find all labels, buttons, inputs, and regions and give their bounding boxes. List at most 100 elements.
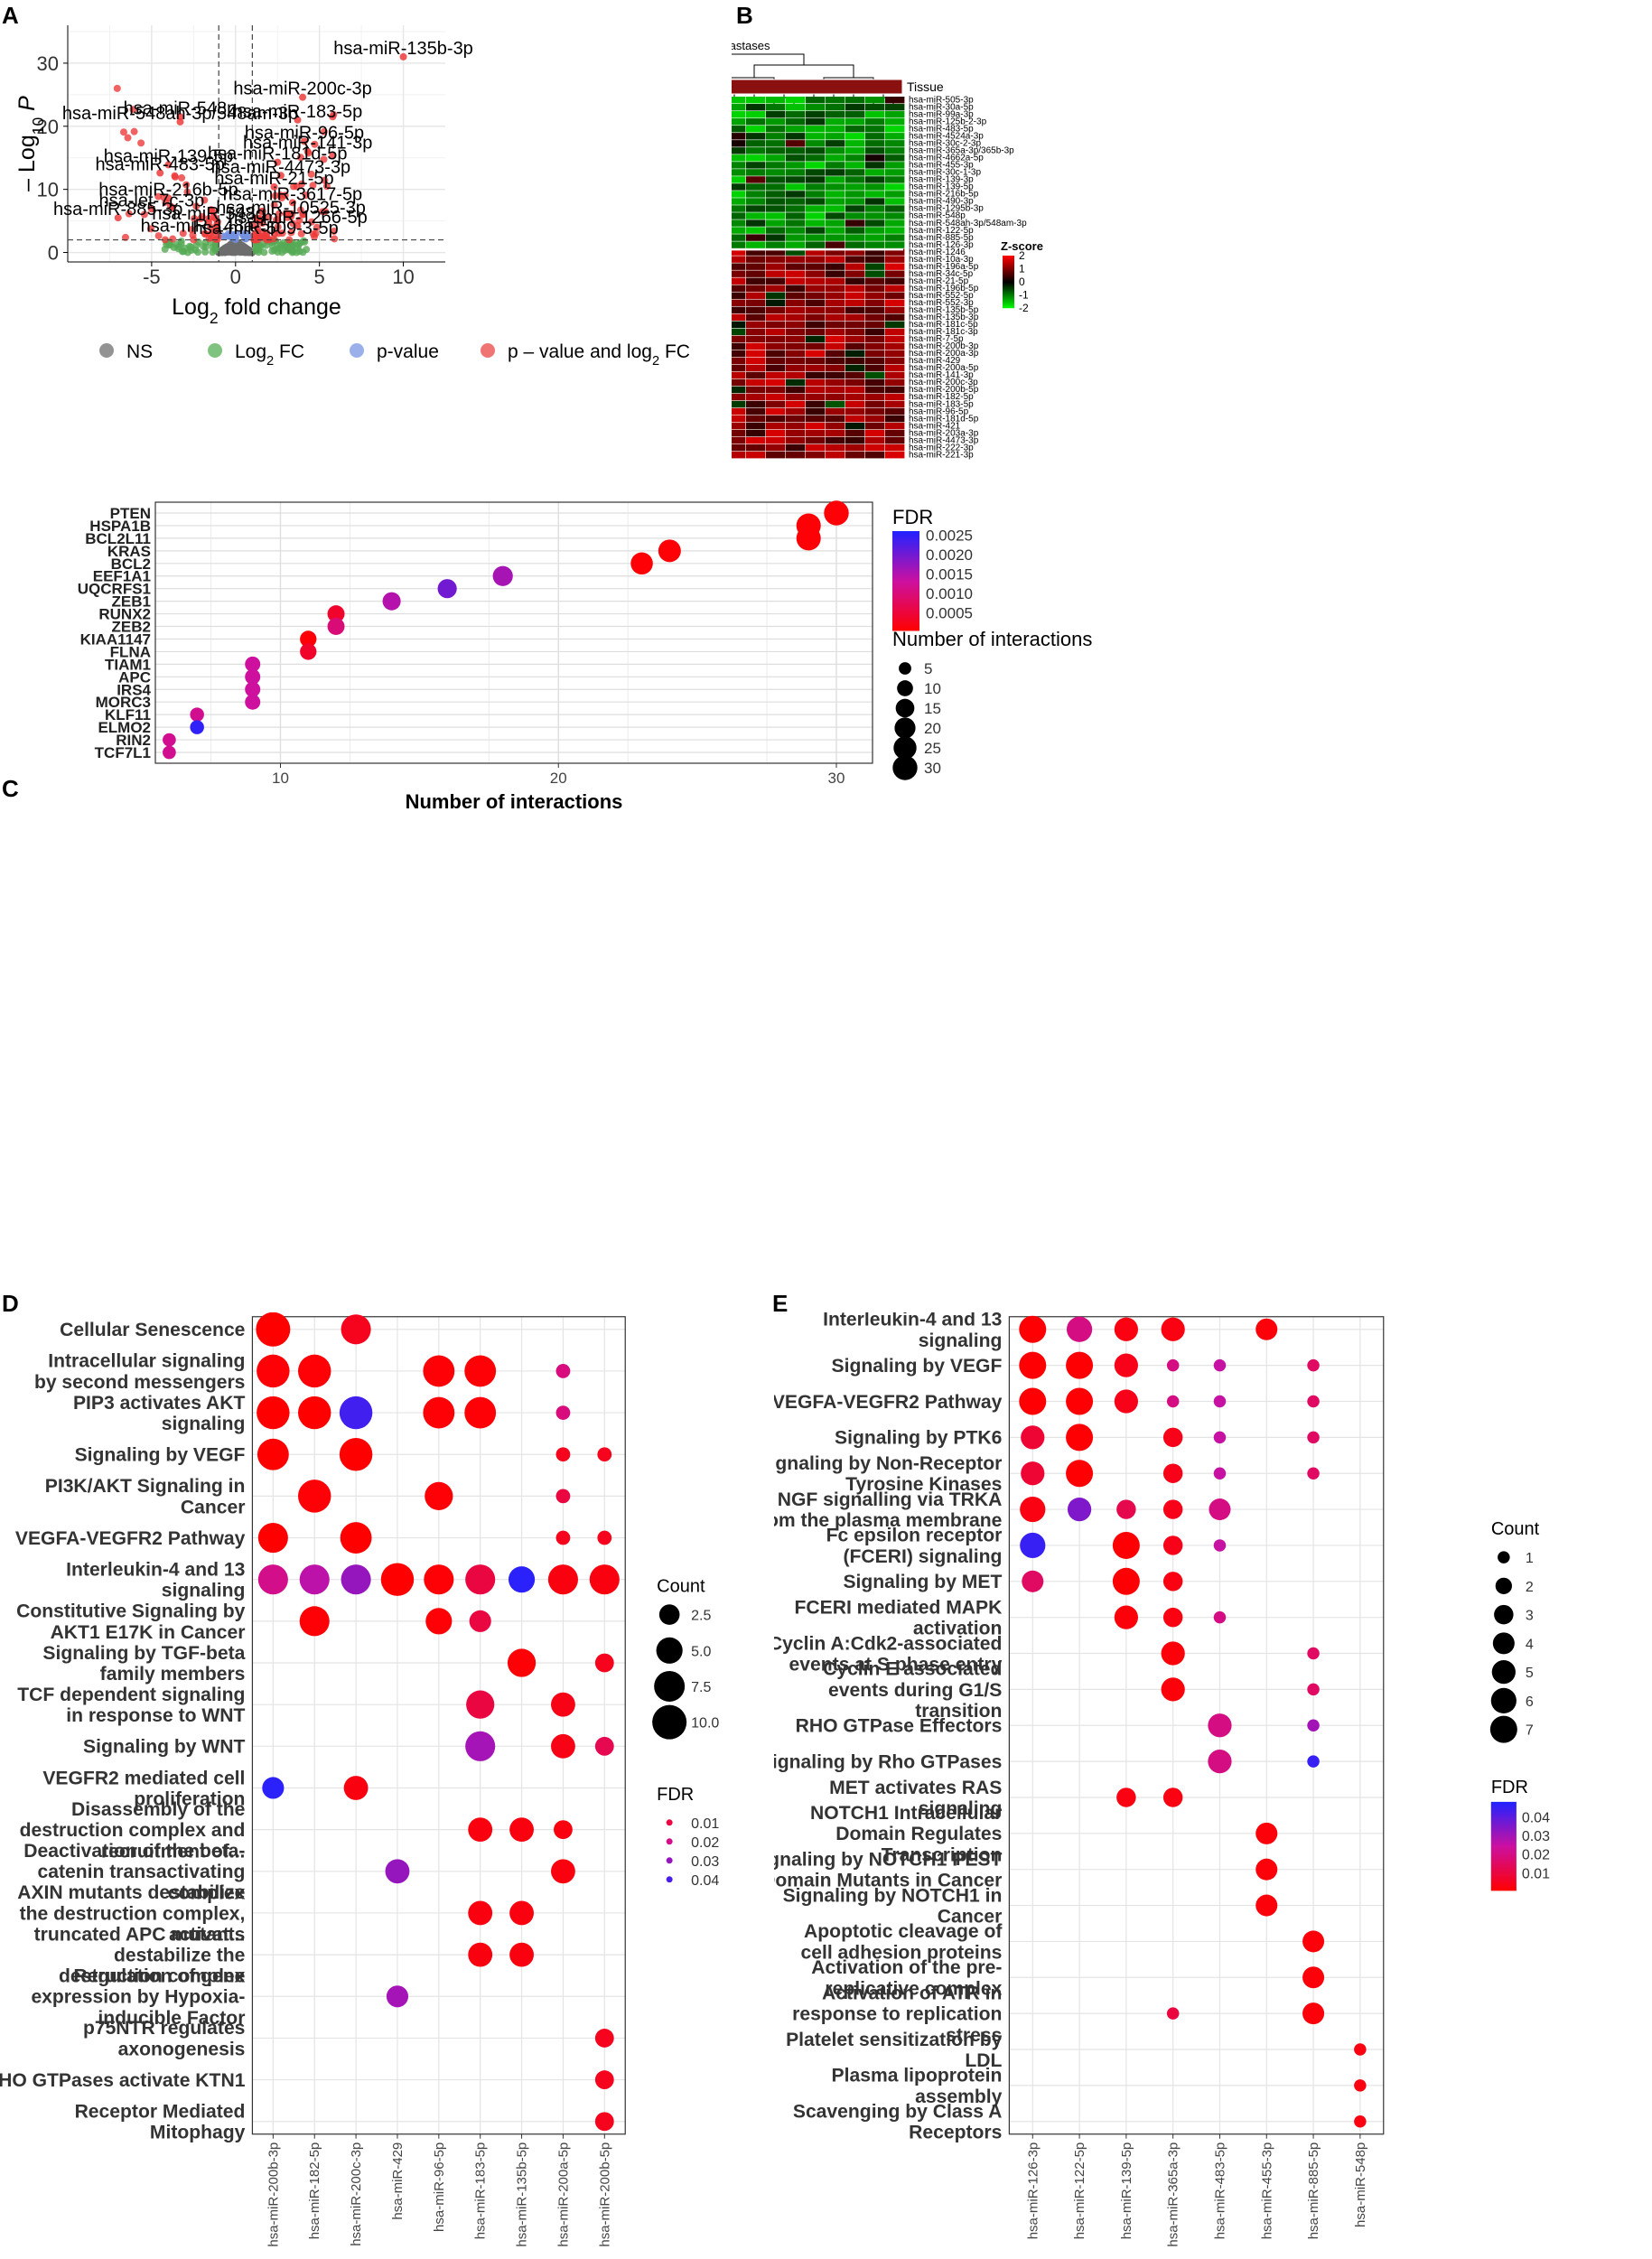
colorbar-segment [892,596,919,598]
colorbar-segment [892,583,919,585]
colorbar-segment [1490,1878,1517,1881]
heatmap-cell [786,205,806,212]
colorbar-segment [1490,1857,1517,1860]
significant-point [166,202,174,210]
heatmap-cell [732,350,746,358]
point-label: hsa-miR-139-5p [104,146,233,166]
count-legend-key [658,1604,680,1625]
heatmap-cell [845,270,865,277]
heatmap-cell [865,140,885,147]
heatmap-cell [732,306,746,313]
enrichment-dot [299,1564,330,1595]
heatmap-cell [845,335,865,343]
enrichment-dot [1112,1567,1140,1595]
enrichment-dot [1019,1387,1047,1415]
labeled-point [176,117,184,126]
significant-point [171,172,179,180]
colorbar-segment [892,563,919,565]
heatmap-cell [885,378,905,387]
heatmap-cell [732,234,746,241]
colorbar-segment [1490,1870,1517,1872]
heatmap-cell [845,277,865,285]
colorbar-segment [1003,276,1014,278]
colorbar-segment [892,626,919,628]
heatmap-cell [826,183,845,191]
column-label: hsa-miR-96-5p [432,2142,447,2232]
heatmap-cell [806,263,826,270]
colorbar-segment [1490,1850,1517,1853]
heatmap-cell [766,436,786,444]
enrichment-dot [1161,1641,1185,1666]
heatmap-cell [732,277,746,285]
heatmap-cell [885,227,905,234]
colorbar-segment [892,559,919,561]
point-label: hsa-miR-148a-5p [141,216,281,236]
significant-point [179,229,187,238]
row-label: hsa-miR-429 [909,356,961,366]
heatmap-cell [865,386,885,394]
enrichment-dot [1302,1966,1325,1989]
heatmap-cell [786,451,806,459]
colorbar-segment [1490,1822,1517,1825]
point-label: hsa-let-7c-3p [99,191,205,210]
significant-point [154,192,163,201]
colorbar-segment [1003,257,1014,259]
row-label: hsa-miR-181d-5p [909,414,979,424]
heatmap-cell [766,191,786,198]
heatmap-cell [786,386,806,394]
pathway-label: Deactivation of the beta-catenin transac… [23,1841,245,1903]
column-label: hsa-miR-365a-3p [1166,2142,1181,2247]
heatmap-cell [746,219,766,227]
significant-point [257,208,266,216]
enrichment-dot [507,1648,537,1677]
size-legend-label: 30 [924,760,941,777]
colorbar-segment [1003,273,1014,275]
gene-dot [382,592,401,611]
pathway-label: Receptor Mediated Mitophagy [75,2102,246,2143]
heatmap-cell [732,104,746,111]
colorbar-segment [892,575,919,577]
legend-label: p – value and log2 FC [508,341,690,369]
labeled-point [147,205,155,213]
pathway-label: p75NTR regulates axonogenesis [83,2018,245,2059]
enrichment-dot [1255,1822,1278,1844]
significant-point [273,216,281,224]
colorbar-segment [1490,1844,1517,1846]
pathway-label: VEGFA-VEGFR2 Pathway [15,1528,246,1549]
heatmap-cell [885,104,905,111]
heatmap-cell [885,234,905,241]
enrichment-dot [1166,1358,1180,1372]
enrichment-dot [551,1692,575,1717]
gene-label: ELMO2 [98,719,151,736]
heatmap-cell [746,169,766,176]
heatmap-cell [732,162,746,169]
heatmap-cell [845,176,865,183]
fdr-tick-label: 0.02 [1522,1848,1550,1863]
log2fc-point [274,248,282,257]
colorbar-segment [1003,303,1014,305]
heatmap-cell [826,429,845,437]
heatmap-cell [766,248,786,256]
pathway-label: Platelet sensitization by LDL [786,2030,1003,2071]
x-axis-title: Log2 fold change [172,294,341,327]
fdr-legend-title: FDR [657,1785,694,1805]
heatmap-cell [885,313,905,322]
count-legend-label: 2.5 [691,1609,711,1624]
size-legend-key [897,680,913,696]
heatmap-cell [865,357,885,365]
row-label: hsa-miR-421 [909,421,961,431]
significant-point [275,210,283,218]
colorbar-segment [1490,1885,1517,1888]
colorbar-tick-label: -1 [1019,289,1029,302]
enrichment-dot [555,1530,571,1545]
heatmap-cell [806,415,826,423]
heatmap-cell [766,328,786,336]
heatmap-cell [746,126,766,133]
heatmap-cell [786,169,806,176]
heatmap-cell [845,357,865,365]
heatmap-cell [845,256,865,263]
heatmap-cell [766,285,786,292]
significant-point [169,235,177,243]
row-label: hsa-miR-455-3p [909,161,974,171]
heatmap-cell [826,371,845,379]
